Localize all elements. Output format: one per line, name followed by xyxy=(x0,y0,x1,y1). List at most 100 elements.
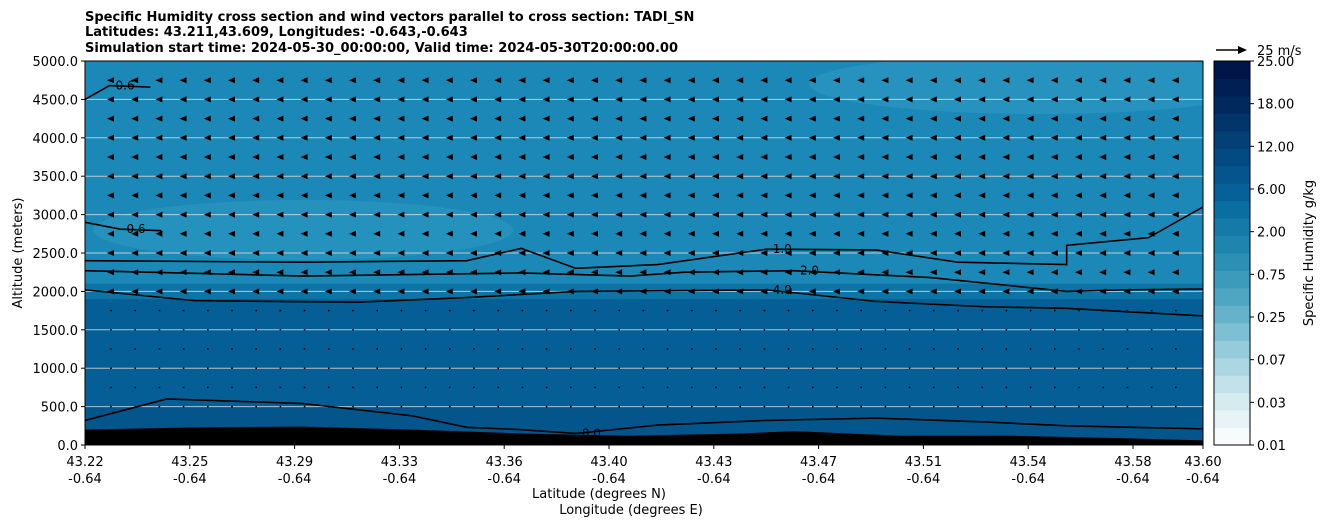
wind-vector-227 xyxy=(155,173,163,180)
wind-vector-123 xyxy=(905,115,913,122)
wind-vector-499 xyxy=(203,288,211,295)
wind-vector-783 xyxy=(545,405,548,408)
wind-vector-627 xyxy=(1126,329,1129,331)
wind-vector-693 xyxy=(545,367,548,369)
wind-vector-11 xyxy=(373,77,381,84)
wind-vector-186 xyxy=(252,154,260,160)
x-tick-lon-8: -0.64 xyxy=(907,472,941,487)
wind-vector-103 xyxy=(421,115,429,122)
wind-vector-592 xyxy=(279,329,282,331)
wind-vector-439 xyxy=(929,250,937,256)
x-tick-lon-11: -0.64 xyxy=(1186,472,1220,487)
wind-vector-573 xyxy=(908,309,911,312)
wind-vector-451 xyxy=(131,269,139,276)
wind-vector-709 xyxy=(933,367,935,369)
y-tick-label-8: 4000.0 xyxy=(33,132,79,147)
wind-vector-646 xyxy=(497,348,499,350)
wind-vector-326 xyxy=(373,211,381,218)
wind-vector-96 xyxy=(252,115,260,122)
wind-vector-522 xyxy=(760,288,768,295)
wind-vector-440 xyxy=(954,250,961,256)
wind-vector-387 xyxy=(760,230,768,237)
title-line-2: Latitudes: 43.211,43.609, Longitudes: -0… xyxy=(85,25,468,40)
wind-vector-268 xyxy=(1147,173,1155,180)
wind-vector-611 xyxy=(739,329,741,331)
wind-vector-644 xyxy=(449,348,451,350)
wind-vector-380 xyxy=(591,230,598,237)
colorbar-segment-10 xyxy=(1214,253,1250,271)
y-tick-label-3: 1500.0 xyxy=(33,324,79,339)
wind-vector-181 xyxy=(131,154,139,160)
wind-vector-23 xyxy=(663,77,671,84)
wind-vector-618 xyxy=(908,329,911,331)
wind-vector-333 xyxy=(542,211,550,218)
wind-vector-374 xyxy=(445,230,453,237)
x-tick-lat-7: 43.47 xyxy=(800,455,837,470)
wind-vector-214 xyxy=(929,154,937,160)
wind-vector-506 xyxy=(373,288,381,295)
wind-vector-778 xyxy=(424,405,427,408)
wind-vector-362 xyxy=(155,230,163,237)
wind-vector-299 xyxy=(808,192,816,199)
wind-vector-17 xyxy=(518,77,526,84)
wind-vector-647 xyxy=(521,348,524,350)
wind-vector-474 xyxy=(687,269,695,276)
wind-vector-648 xyxy=(545,348,548,350)
wind-vector-289 xyxy=(566,192,574,199)
wind-vector-267 xyxy=(1123,173,1131,180)
wind-vector-350 xyxy=(954,211,961,218)
wind-vector-649 xyxy=(570,348,572,350)
wind-vector-293 xyxy=(663,192,671,199)
wind-vector-40 xyxy=(1075,77,1082,84)
wind-vector-334 xyxy=(566,211,574,218)
title-line-3: Simulation start time: 2024-05-30_00:00:… xyxy=(85,41,678,56)
wind-vector-487 xyxy=(1002,269,1010,276)
x-tick-lat-8: 43.51 xyxy=(905,455,942,470)
wind-vector-786 xyxy=(618,405,620,408)
wind-vector-724 xyxy=(207,386,209,389)
wind-vector-561 xyxy=(618,309,620,312)
wind-vector-32 xyxy=(881,77,889,84)
wind-vector-707 xyxy=(884,367,887,369)
wind-vector-265 xyxy=(1075,173,1082,180)
wind-vector-610 xyxy=(715,329,717,331)
wind-vector-508 xyxy=(421,288,429,295)
wind-vector-806 xyxy=(1102,405,1104,408)
wind-vector-92 xyxy=(155,115,163,122)
wind-vector-251 xyxy=(736,173,744,180)
wind-vector-241 xyxy=(494,173,502,180)
wind-vector-698 xyxy=(666,367,669,369)
wind-vector-513 xyxy=(542,288,550,295)
wind-vector-773 xyxy=(303,405,306,408)
wind-vector-235 xyxy=(349,173,356,180)
wind-vector-731 xyxy=(376,386,378,389)
wind-vector-490 xyxy=(1075,269,1082,276)
wind-vector-302 xyxy=(881,192,889,199)
wind-vector-271 xyxy=(131,192,139,199)
y-axis-label: Altitude (meters) xyxy=(11,198,26,309)
wind-vector-337 xyxy=(639,211,647,218)
wind-vector-367 xyxy=(276,230,284,237)
wind-vector-113 xyxy=(663,115,671,122)
wind-vector-322 xyxy=(276,211,284,218)
wind-vector-468 xyxy=(542,269,550,276)
wind-vector-287 xyxy=(518,192,526,199)
wind-vector-185 xyxy=(228,154,235,160)
wind-vector-54 xyxy=(324,96,332,103)
wind-vector-758 xyxy=(1029,386,1032,389)
wind-vector-307 xyxy=(1002,192,1010,199)
wind-vector-491 xyxy=(1099,269,1107,276)
wind-vector-657 xyxy=(763,348,766,350)
contour-label-2: 4.0 xyxy=(773,283,792,297)
wind-vector-704 xyxy=(812,367,814,369)
wind-vector-191 xyxy=(373,154,381,160)
wind-vector-222 xyxy=(1123,154,1131,160)
wind-vector-89 xyxy=(1171,96,1179,103)
wind-vector-521 xyxy=(736,288,744,295)
wind-vector-733 xyxy=(424,386,427,389)
wind-vector-555 xyxy=(473,309,475,312)
x-tick-lat-9: 43.54 xyxy=(1010,455,1047,470)
y-tick-label-6: 3000.0 xyxy=(33,209,79,224)
wind-vector-377 xyxy=(518,230,526,237)
wind-vector-676 xyxy=(134,367,136,369)
